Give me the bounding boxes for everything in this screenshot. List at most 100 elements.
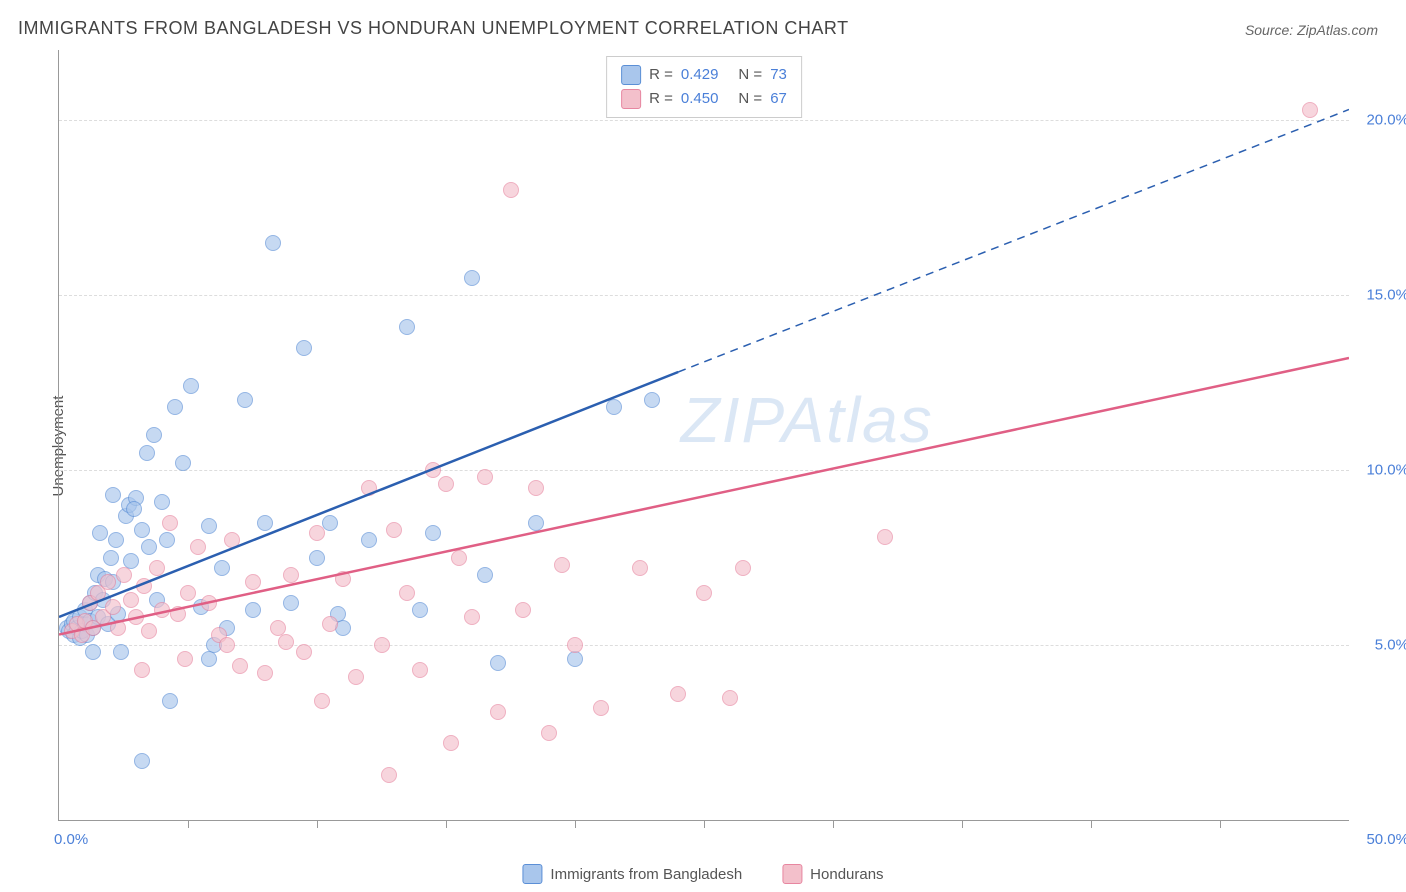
watermark: ZIPAtlas (681, 383, 934, 457)
data-point (245, 602, 261, 618)
data-point (134, 522, 150, 538)
data-point (278, 634, 294, 650)
data-point (154, 494, 170, 510)
data-point (490, 655, 506, 671)
data-point (528, 515, 544, 531)
data-point (399, 319, 415, 335)
data-point (201, 595, 217, 611)
data-point (128, 609, 144, 625)
data-point (201, 518, 217, 534)
data-point (477, 469, 493, 485)
data-point (113, 644, 129, 660)
source-attribution: Source: ZipAtlas.com (1245, 22, 1378, 38)
n-value: 67 (770, 87, 787, 111)
gridline (59, 295, 1349, 296)
data-point (722, 690, 738, 706)
data-point (567, 651, 583, 667)
data-point (425, 525, 441, 541)
data-point (464, 270, 480, 286)
r-value: 0.450 (681, 87, 719, 111)
data-point (167, 399, 183, 415)
data-point (237, 392, 253, 408)
data-point (361, 480, 377, 496)
data-point (149, 560, 165, 576)
x-tick-label-min: 0.0% (54, 831, 88, 848)
data-point (136, 578, 152, 594)
data-point (322, 515, 338, 531)
data-point (644, 392, 660, 408)
data-point (85, 644, 101, 660)
x-tick (575, 820, 576, 828)
data-point (100, 574, 116, 590)
data-point (123, 592, 139, 608)
data-point (348, 669, 364, 685)
data-point (412, 602, 428, 618)
data-point (877, 529, 893, 545)
data-point (177, 651, 193, 667)
plot-area: ZIPAtlas R = 0.429N = 73R = 0.450N = 67 … (58, 50, 1349, 821)
data-point (180, 585, 196, 601)
data-point (374, 637, 390, 653)
legend-swatch (522, 864, 542, 884)
chart-title: IMMIGRANTS FROM BANGLADESH VS HONDURAN U… (18, 18, 849, 39)
data-point (528, 480, 544, 496)
data-point (105, 487, 121, 503)
data-point (232, 658, 248, 674)
y-tick-label: 20.0% (1366, 112, 1406, 129)
data-point (146, 427, 162, 443)
data-point (110, 620, 126, 636)
data-point (190, 539, 206, 555)
data-point (322, 616, 338, 632)
y-tick-label: 10.0% (1366, 462, 1406, 479)
data-point (696, 585, 712, 601)
r-label: R = (649, 87, 673, 111)
data-point (162, 693, 178, 709)
data-point (116, 567, 132, 583)
data-point (103, 550, 119, 566)
x-tick-label-max: 50.0% (1366, 831, 1406, 848)
data-point (361, 532, 377, 548)
data-point (503, 182, 519, 198)
data-point (399, 585, 415, 601)
x-tick (962, 820, 963, 828)
data-point (154, 602, 170, 618)
x-tick (833, 820, 834, 828)
data-point (438, 476, 454, 492)
gridline (59, 120, 1349, 121)
x-tick (704, 820, 705, 828)
r-value: 0.429 (681, 63, 719, 87)
data-point (1302, 102, 1318, 118)
legend-item: Immigrants from Bangladesh (522, 864, 742, 884)
data-point (554, 557, 570, 573)
gridline (59, 645, 1349, 646)
data-point (670, 686, 686, 702)
legend-swatch (621, 65, 641, 85)
data-point (425, 462, 441, 478)
data-point (92, 525, 108, 541)
data-point (257, 665, 273, 681)
data-point (606, 399, 622, 415)
legend-label: Hondurans (810, 866, 883, 883)
data-point (464, 609, 480, 625)
data-point (126, 501, 142, 517)
legend-label: Immigrants from Bangladesh (550, 866, 742, 883)
y-tick-label: 15.0% (1366, 287, 1406, 304)
data-point (141, 623, 157, 639)
data-point (108, 532, 124, 548)
data-point (515, 602, 531, 618)
data-point (567, 637, 583, 653)
n-label: N = (738, 63, 762, 87)
data-point (214, 560, 230, 576)
data-point (541, 725, 557, 741)
data-point (735, 560, 751, 576)
data-point (632, 560, 648, 576)
legend-series: Immigrants from Bangladesh Hondurans (522, 864, 883, 884)
data-point (443, 735, 459, 751)
data-point (265, 235, 281, 251)
trend-lines-svg (59, 50, 1349, 820)
x-tick (1220, 820, 1221, 828)
legend-swatch (782, 864, 802, 884)
x-tick (1091, 820, 1092, 828)
legend-swatch (621, 89, 641, 109)
r-label: R = (649, 63, 673, 87)
